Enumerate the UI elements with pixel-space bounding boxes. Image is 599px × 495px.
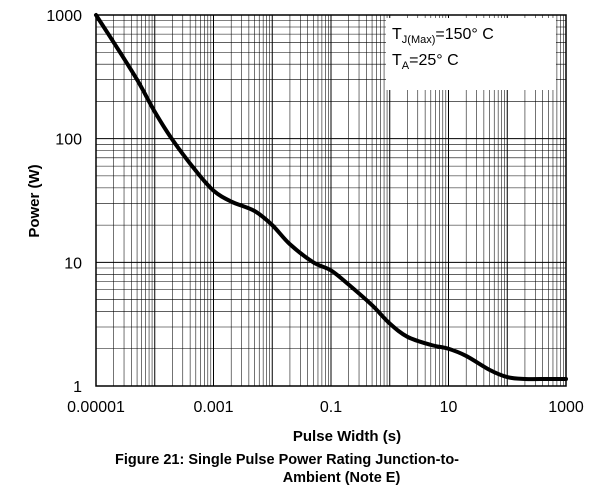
tj-value: =150° C: [435, 26, 494, 43]
x-tick-label: 0.001: [193, 399, 233, 416]
tj-subscript: J(Max): [401, 34, 436, 47]
x-axis-label: Pulse Width (s): [293, 428, 401, 445]
y-tick-label: 10: [64, 255, 82, 272]
x-tick-label: 10: [440, 399, 458, 416]
power-curve: [94, 13, 568, 382]
x-tick-labels: 0.00001 0.001 0.1 10 1000: [67, 399, 584, 416]
tj-symbol: T: [392, 26, 402, 43]
x-tick-label: 0.1: [320, 399, 342, 416]
figure-caption-line2: Ambient (Note E): [282, 470, 401, 486]
y-tick-labels: 1 10 100 1000: [46, 8, 82, 396]
junction-temp-text: TJ(Max)=150° C: [392, 26, 494, 46]
x-tick-label: 0.00001: [67, 399, 125, 416]
ta-value: =25° C: [409, 52, 459, 69]
ta-subscript: A: [401, 60, 410, 73]
y-tick-label: 1: [73, 379, 82, 396]
x-tick-label: 1000: [548, 399, 584, 416]
ta-symbol: T: [392, 52, 402, 69]
plot-frame: [95, 14, 567, 387]
figure-caption-line1: Figure 21: Single Pulse Power Rating Jun…: [115, 452, 460, 468]
ambient-temp-text: TA=25° C: [392, 52, 459, 72]
y-tick-label: 1000: [46, 8, 82, 25]
conditions-annotation: TJ(Max)=150° C TA=25° C: [386, 18, 556, 90]
y-tick-label: 100: [55, 132, 82, 149]
y-axis-label: Power (W): [26, 164, 43, 237]
